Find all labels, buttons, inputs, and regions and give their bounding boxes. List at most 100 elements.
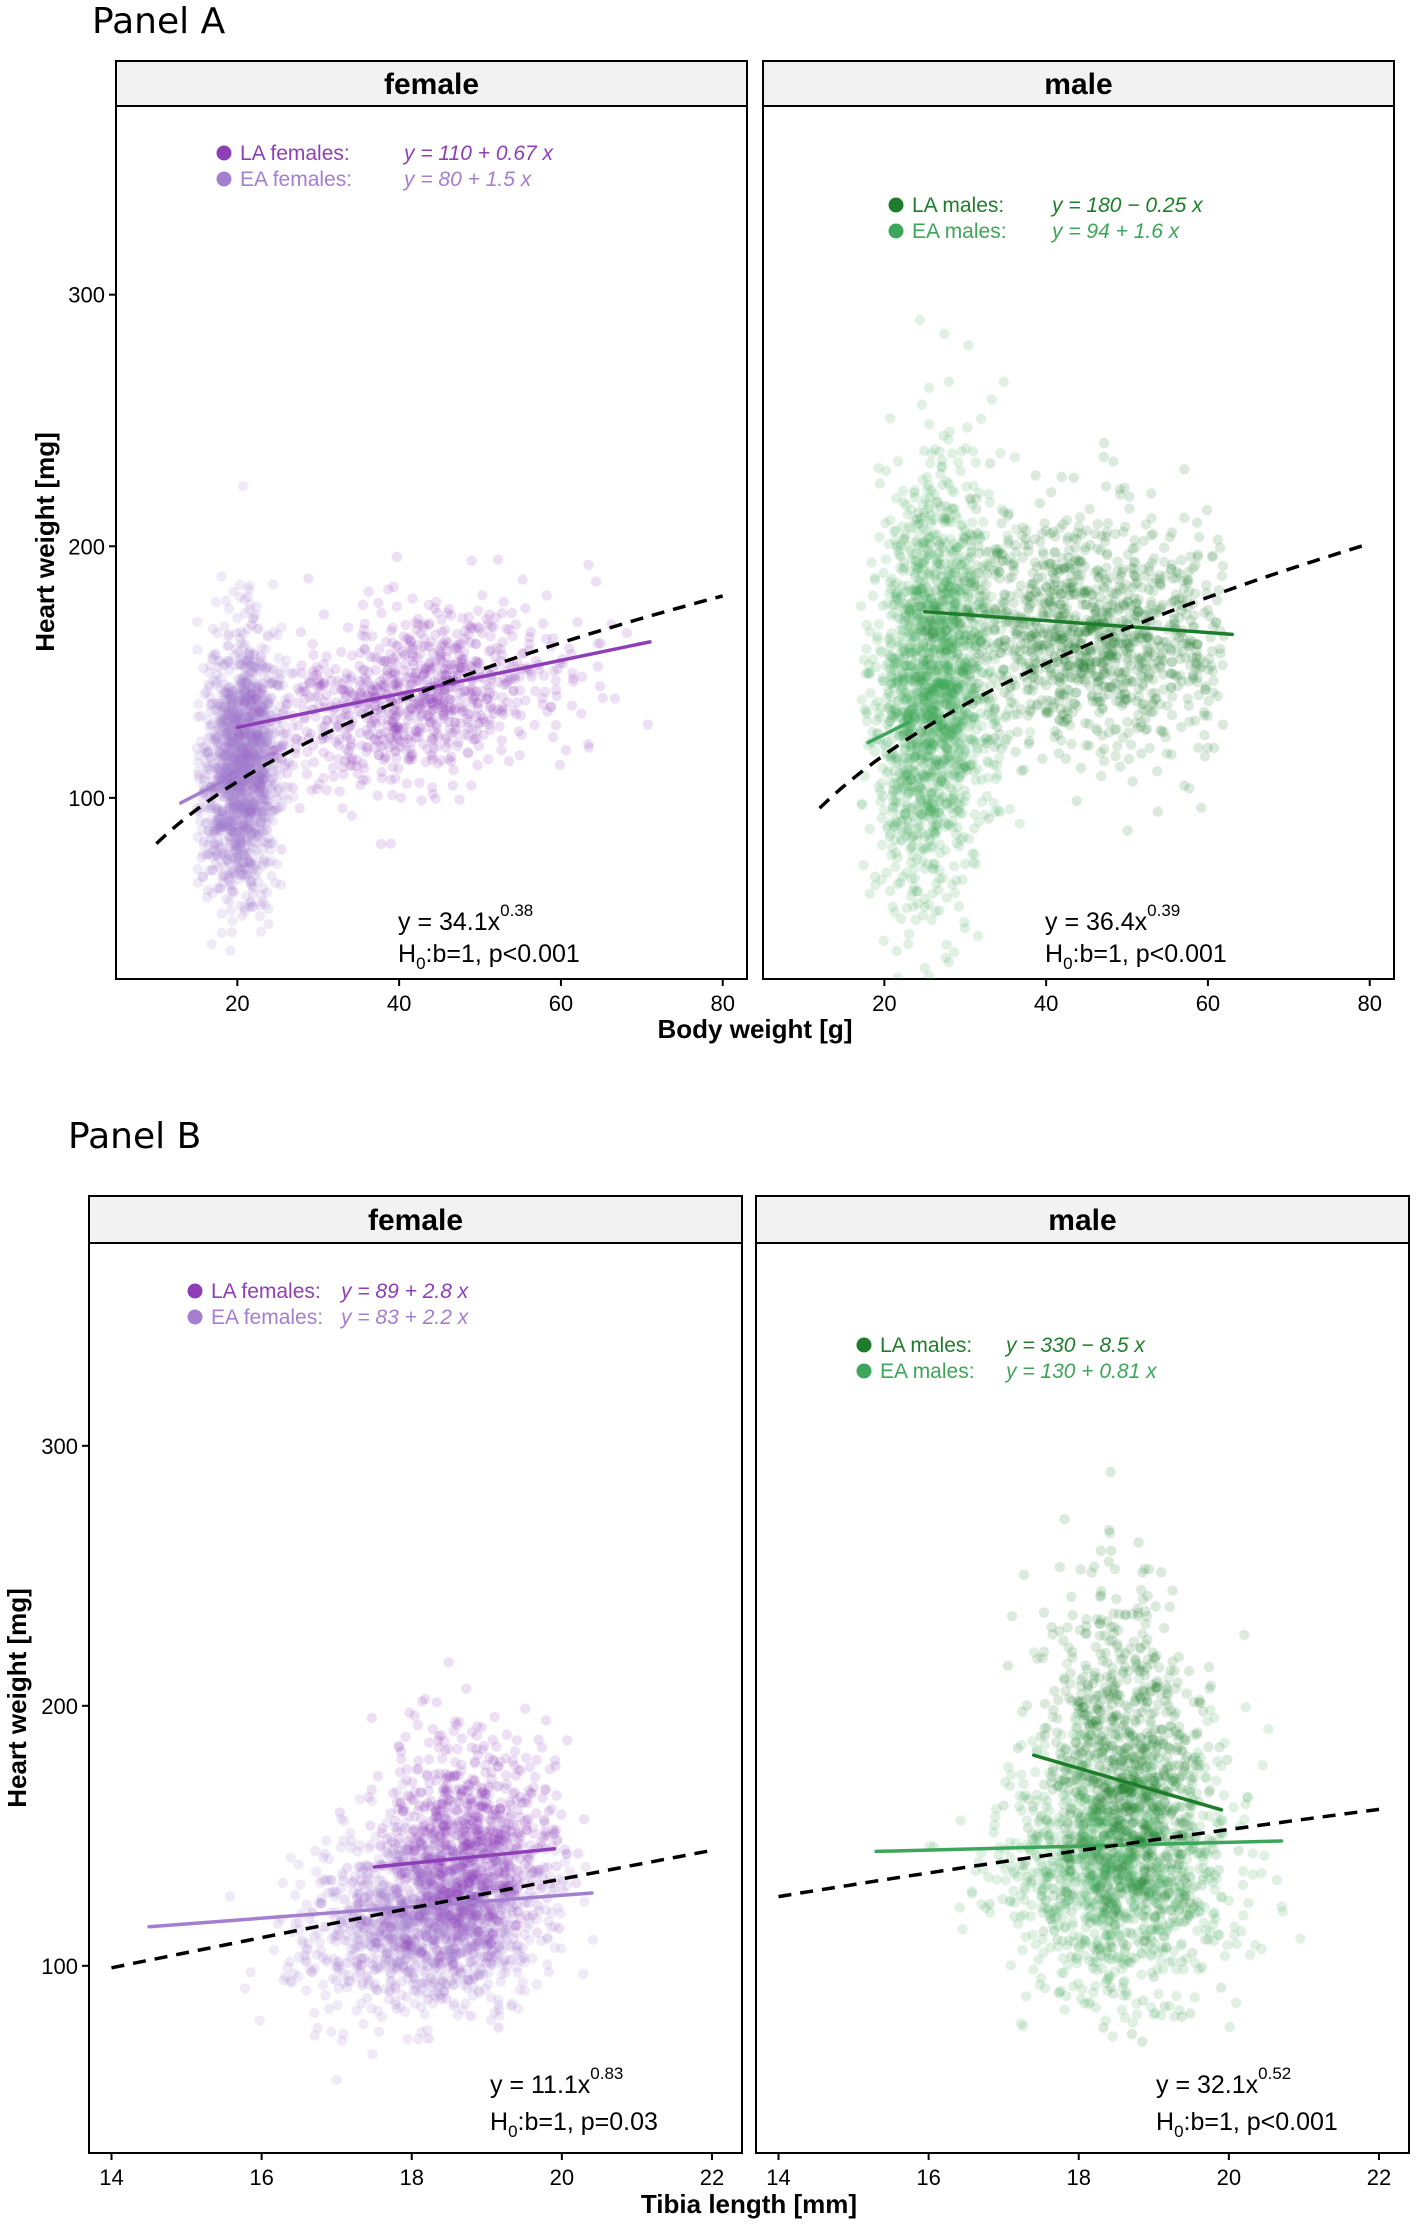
data-point xyxy=(238,824,249,835)
data-point xyxy=(975,584,987,595)
data-point xyxy=(989,625,1001,636)
data-point xyxy=(902,693,914,704)
data-point xyxy=(933,726,944,737)
data-point xyxy=(1120,693,1131,704)
data-point xyxy=(1092,518,1103,530)
data-point xyxy=(946,559,957,570)
data-point xyxy=(296,668,307,679)
data-point xyxy=(943,733,954,745)
data-point xyxy=(223,858,234,869)
data-point xyxy=(985,734,996,745)
data-point xyxy=(1045,558,1056,569)
data-point xyxy=(889,907,900,918)
data-point xyxy=(912,540,924,551)
data-point xyxy=(902,709,914,720)
data-point xyxy=(248,662,260,673)
data-point xyxy=(452,740,463,752)
data-point xyxy=(257,683,268,695)
data-point xyxy=(896,685,907,696)
data-point xyxy=(248,706,259,718)
data-point xyxy=(918,637,929,648)
data-point xyxy=(1048,624,1059,635)
data-point xyxy=(907,831,918,843)
data-point xyxy=(904,675,916,686)
data-point xyxy=(248,738,259,749)
data-point xyxy=(525,626,537,638)
data-point xyxy=(955,617,966,628)
data-point xyxy=(959,557,970,568)
data-point xyxy=(976,629,988,640)
data-point xyxy=(222,820,233,832)
data-point xyxy=(886,677,897,689)
data-point xyxy=(266,805,278,816)
data-point xyxy=(227,867,238,878)
data-point xyxy=(199,836,210,847)
data-point xyxy=(340,743,351,754)
data-point xyxy=(245,821,256,832)
data-point xyxy=(959,663,971,674)
data-point xyxy=(235,786,247,797)
data-point xyxy=(885,651,896,663)
data-point xyxy=(890,757,902,768)
data-point xyxy=(965,634,976,645)
data-point xyxy=(254,772,265,783)
data-point xyxy=(1052,609,1064,620)
data-point xyxy=(1131,597,1142,609)
data-point xyxy=(1047,568,1059,579)
data-point xyxy=(268,676,279,687)
data-point xyxy=(492,554,504,565)
data-point xyxy=(1080,587,1091,598)
data-point xyxy=(902,800,913,811)
data-point xyxy=(229,797,240,809)
data-point xyxy=(472,697,483,708)
data-point xyxy=(1090,656,1101,667)
data-point xyxy=(912,704,924,715)
data-point xyxy=(1071,665,1082,676)
data-point xyxy=(247,613,258,625)
data-point xyxy=(1129,610,1141,621)
data-point xyxy=(250,796,261,807)
data-point xyxy=(965,759,976,770)
data-point xyxy=(943,819,954,831)
data-point xyxy=(923,701,934,712)
data-point xyxy=(234,791,245,803)
data-point xyxy=(337,684,348,695)
data-point xyxy=(969,626,980,638)
data-point xyxy=(943,513,954,524)
data-point xyxy=(964,566,976,577)
data-point xyxy=(1151,766,1163,777)
data-point xyxy=(883,688,895,699)
data-point xyxy=(221,716,233,728)
data-point xyxy=(225,823,236,834)
data-point xyxy=(281,698,292,710)
data-point xyxy=(425,716,437,728)
data-point xyxy=(889,834,901,845)
data-point xyxy=(919,779,930,790)
data-point xyxy=(960,634,971,646)
data-point xyxy=(251,667,262,678)
data-point xyxy=(941,892,952,903)
data-point xyxy=(1065,634,1076,645)
data-point xyxy=(1173,632,1185,643)
data-point xyxy=(898,611,910,622)
data-point xyxy=(992,638,1004,650)
data-point xyxy=(407,643,418,655)
data-point xyxy=(375,676,386,687)
data-point xyxy=(970,457,982,468)
data-point xyxy=(1101,655,1113,666)
data-point xyxy=(403,640,415,651)
data-point xyxy=(224,730,235,742)
data-point xyxy=(961,688,972,699)
data-point xyxy=(226,761,237,772)
data-point xyxy=(976,602,988,613)
data-point xyxy=(1089,670,1101,682)
data-point xyxy=(432,758,444,769)
data-point xyxy=(977,668,988,679)
data-point xyxy=(209,823,220,834)
data-point xyxy=(898,726,910,737)
data-point xyxy=(894,808,906,820)
data-point xyxy=(382,720,393,731)
data-point xyxy=(412,613,424,625)
data-point xyxy=(1114,574,1125,585)
data-point xyxy=(318,677,329,688)
